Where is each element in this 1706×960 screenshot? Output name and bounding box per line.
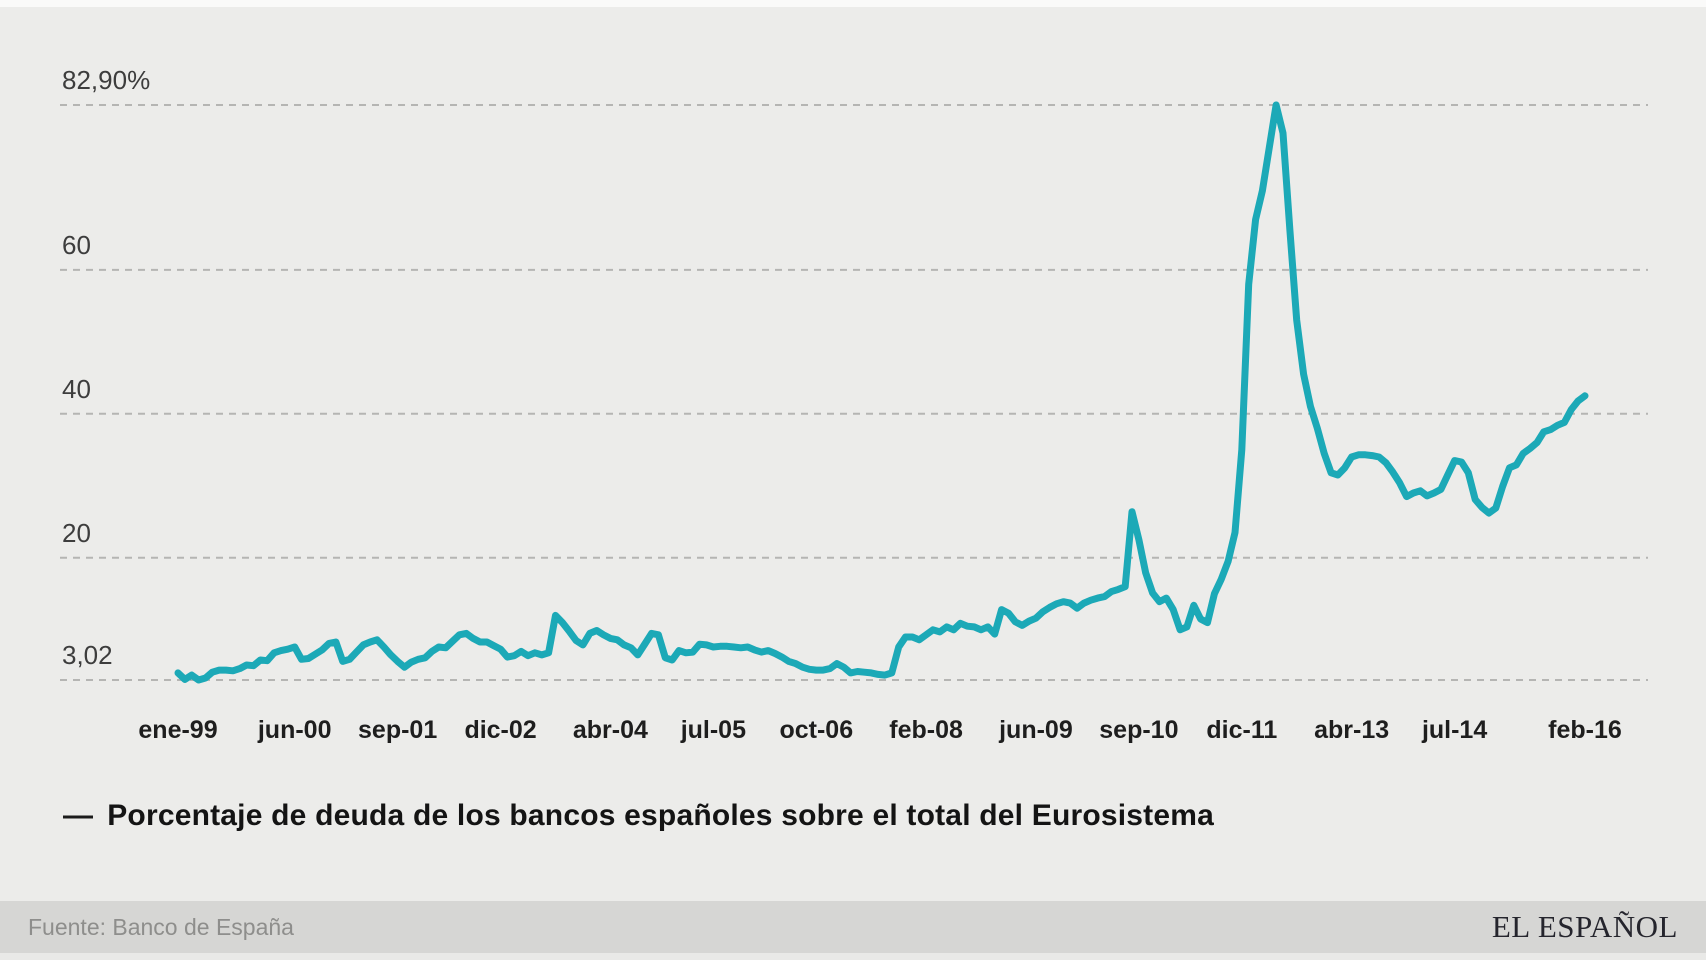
top-strip	[0, 0, 1706, 7]
x-tick-label: abr-04	[573, 716, 648, 744]
x-tick-label: dic-02	[464, 716, 536, 744]
y-tick-label: 40	[62, 374, 91, 404]
x-tick-label: jul-14	[1421, 716, 1487, 744]
y-tick-label: 60	[62, 230, 91, 260]
x-tick-label: jun-00	[257, 716, 332, 744]
x-tick-label: jul-05	[680, 716, 746, 744]
x-tick-label: ene-99	[138, 716, 217, 744]
y-tick-label: 20	[62, 518, 91, 548]
legend-dash-icon: —	[63, 799, 94, 832]
series-line	[174, 101, 1589, 684]
x-tick-label: jun-09	[998, 716, 1073, 744]
source-credit: Fuente: Banco de España	[28, 913, 294, 940]
x-tick-label: dic-11	[1206, 716, 1277, 744]
x-tick-label: sep-10	[1099, 716, 1178, 744]
footer-bar: Fuente: Banco de España EL ESPAÑOL	[0, 901, 1706, 953]
chart-legend: — Porcentaje de deuda de los bancos espa…	[63, 799, 1214, 833]
x-tick-label: sep-01	[358, 716, 437, 744]
legend-label: Porcentaje de deuda de los bancos españo…	[107, 799, 1215, 832]
bottom-strip	[0, 953, 1706, 960]
x-tick-label: feb-16	[1548, 716, 1622, 744]
x-tick-label: feb-08	[889, 716, 963, 744]
brand-logo: EL ESPAÑOL	[1491, 909, 1678, 944]
y-tick-label: 3,02	[62, 640, 113, 670]
x-tick-label: abr-13	[1314, 716, 1389, 744]
y-tick-label: 82,90%	[62, 65, 150, 95]
x-tick-label: oct-06	[779, 716, 853, 744]
